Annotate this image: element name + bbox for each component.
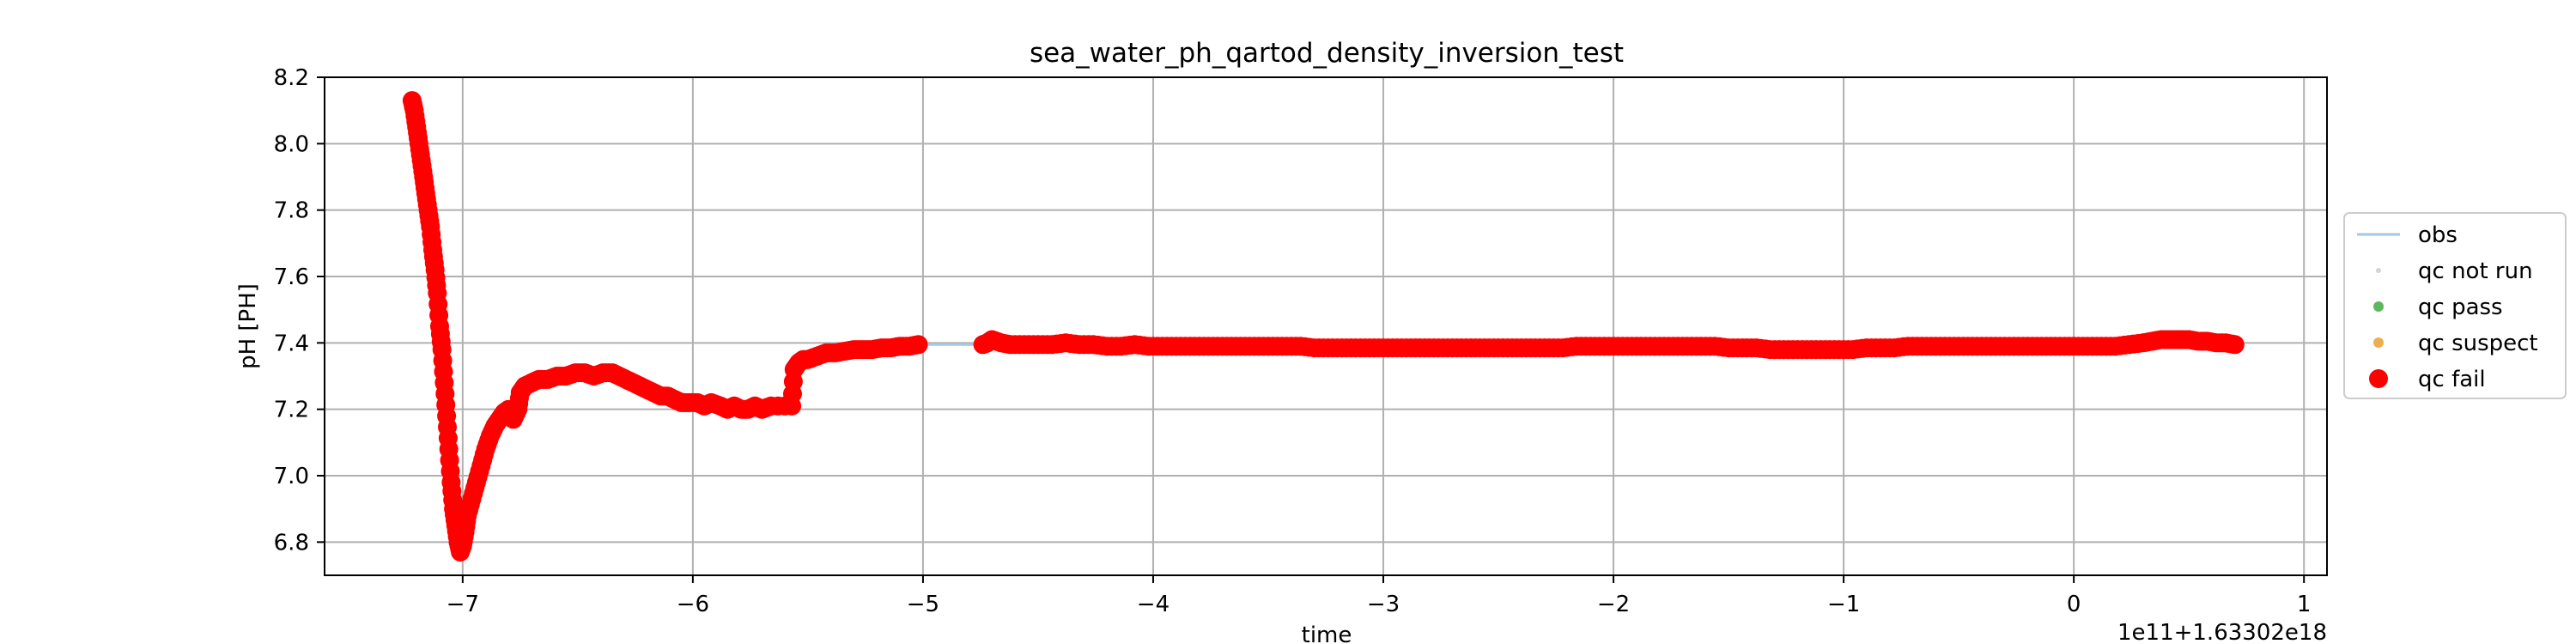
legend-label: obs xyxy=(2418,222,2458,248)
plot-area-frame xyxy=(324,76,2328,576)
legend-label: qc fail xyxy=(2418,367,2486,392)
x-tick-label: −6 xyxy=(677,592,709,617)
y-tick-label: 7.2 xyxy=(274,398,309,423)
x-axis-ticks: −7 −6 −5 −4 −3 −2 −1 0 1 xyxy=(447,575,2312,617)
x-tick-label: −3 xyxy=(1367,592,1400,617)
x-tick-label: 1 xyxy=(2297,592,2312,617)
y-tick-label: 7.8 xyxy=(274,198,309,224)
y-tick-label: 7.4 xyxy=(274,331,309,356)
qc-fail-series xyxy=(402,91,2245,562)
x-tick-label: −7 xyxy=(447,592,479,617)
y-tick-label: 6.8 xyxy=(274,530,309,556)
x-tick-label: 0 xyxy=(2067,592,2081,617)
qc-fail-point xyxy=(908,335,928,355)
x-axis-offset-text: 1e11+1.63302e18 xyxy=(2117,620,2327,644)
x-tick-label: −4 xyxy=(1137,592,1170,617)
x-axis-label: time xyxy=(1302,623,1352,644)
legend-label: qc not run xyxy=(2418,258,2533,284)
x-tick-label: −1 xyxy=(1827,592,1860,617)
y-axis-ticks: 6.8 7.0 7.2 7.4 7.6 7.8 8.0 8.2 xyxy=(274,65,325,556)
legend-label: qc pass xyxy=(2418,295,2503,320)
chart-title: sea_water_ph_qartod_density_inversion_te… xyxy=(1030,38,1624,69)
y-tick-label: 7.0 xyxy=(274,464,309,489)
legend: obs qc not run qc pass qc suspect qc fail xyxy=(2343,212,2567,399)
y-tick-label: 8.0 xyxy=(274,131,309,157)
legend-marker xyxy=(2373,337,2384,348)
legend-marker xyxy=(2369,369,2388,388)
y-axis-label: pH [PH] xyxy=(235,283,261,369)
legend-box xyxy=(2343,212,2567,399)
y-tick-label: 7.6 xyxy=(274,264,309,290)
x-tick-label: −2 xyxy=(1597,592,1630,617)
x-tick-label: −5 xyxy=(907,592,939,617)
y-tick-label: 8.2 xyxy=(274,65,309,91)
qc-fail-point xyxy=(2225,335,2245,355)
legend-marker xyxy=(2373,301,2384,312)
legend-marker xyxy=(2376,268,2381,273)
legend-label: qc suspect xyxy=(2418,331,2538,356)
